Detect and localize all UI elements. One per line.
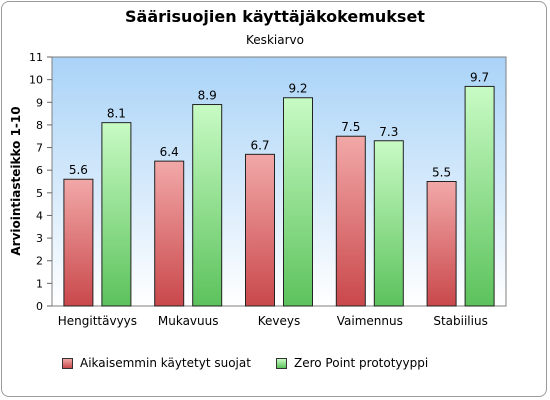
legend-label-series-1: Aikaisemmin käytetyt suojat <box>80 356 251 370</box>
bar-series-1-hengittävyys <box>63 178 94 307</box>
data-label: 6.7 <box>250 138 269 152</box>
x-tick-label: Stabiilius <box>433 314 488 328</box>
legend-item-series-2: Zero Point prototyyppi <box>276 356 428 370</box>
legend-swatch-series-1 <box>62 357 73 369</box>
data-label: 6.4 <box>160 145 179 159</box>
x-tick-label: Hengittävyys <box>58 314 137 328</box>
data-label: 5.5 <box>432 166 451 180</box>
legend-item-series-1: Aikaisemmin käytetyt suojat <box>62 356 251 370</box>
chart-title: Säärisuojien käyttäjäkokemukset <box>125 7 425 26</box>
y-tick-label: 10 <box>29 74 43 87</box>
bar-series-1-stabiilius <box>426 181 457 307</box>
bar-series-2-hengittävyys <box>101 122 132 307</box>
x-tick-label: Keveys <box>258 314 301 328</box>
data-label: 9.7 <box>470 70 489 84</box>
bar-series-2-stabiilius <box>464 85 495 307</box>
y-tick-label: 2 <box>36 255 43 268</box>
y-tick-label: 9 <box>36 96 43 109</box>
data-label: 7.3 <box>379 125 398 139</box>
legend-label-series-2: Zero Point prototyyppi <box>294 356 429 370</box>
y-tick-label: 8 <box>36 119 43 132</box>
data-label: 5.6 <box>69 163 88 177</box>
x-tick-label: Vaimennus <box>337 314 403 328</box>
chart-subtitle: Keskiarvo <box>246 33 304 47</box>
y-tick-label: 6 <box>36 164 43 177</box>
bar-series-2-mukavuus <box>192 104 223 307</box>
y-tick-label: 3 <box>36 232 43 245</box>
data-label: 8.9 <box>198 89 217 103</box>
y-tick-label: 0 <box>36 300 43 313</box>
y-tick-label: 5 <box>36 187 43 200</box>
bar-series-2-vaimennus <box>373 140 404 307</box>
bar-series-1-vaimennus <box>335 135 366 307</box>
bar-series-2-keveys <box>283 97 313 307</box>
y-tick-label: 1 <box>36 277 43 290</box>
legend-swatch-series-2 <box>276 357 287 369</box>
bar-series-1-keveys <box>245 153 275 307</box>
data-label: 9.2 <box>288 82 307 96</box>
bar-series-1-mukavuus <box>154 160 185 307</box>
data-label: 7.5 <box>341 120 360 134</box>
data-label: 8.1 <box>107 107 126 121</box>
y-axis-label: Arviointiasteikko 1-10 <box>9 106 23 255</box>
y-tick-label: 4 <box>36 209 43 222</box>
y-tick-label: 7 <box>36 142 43 155</box>
y-tick-label: 11 <box>29 51 43 64</box>
x-tick-label: Mukavuus <box>158 314 219 328</box>
